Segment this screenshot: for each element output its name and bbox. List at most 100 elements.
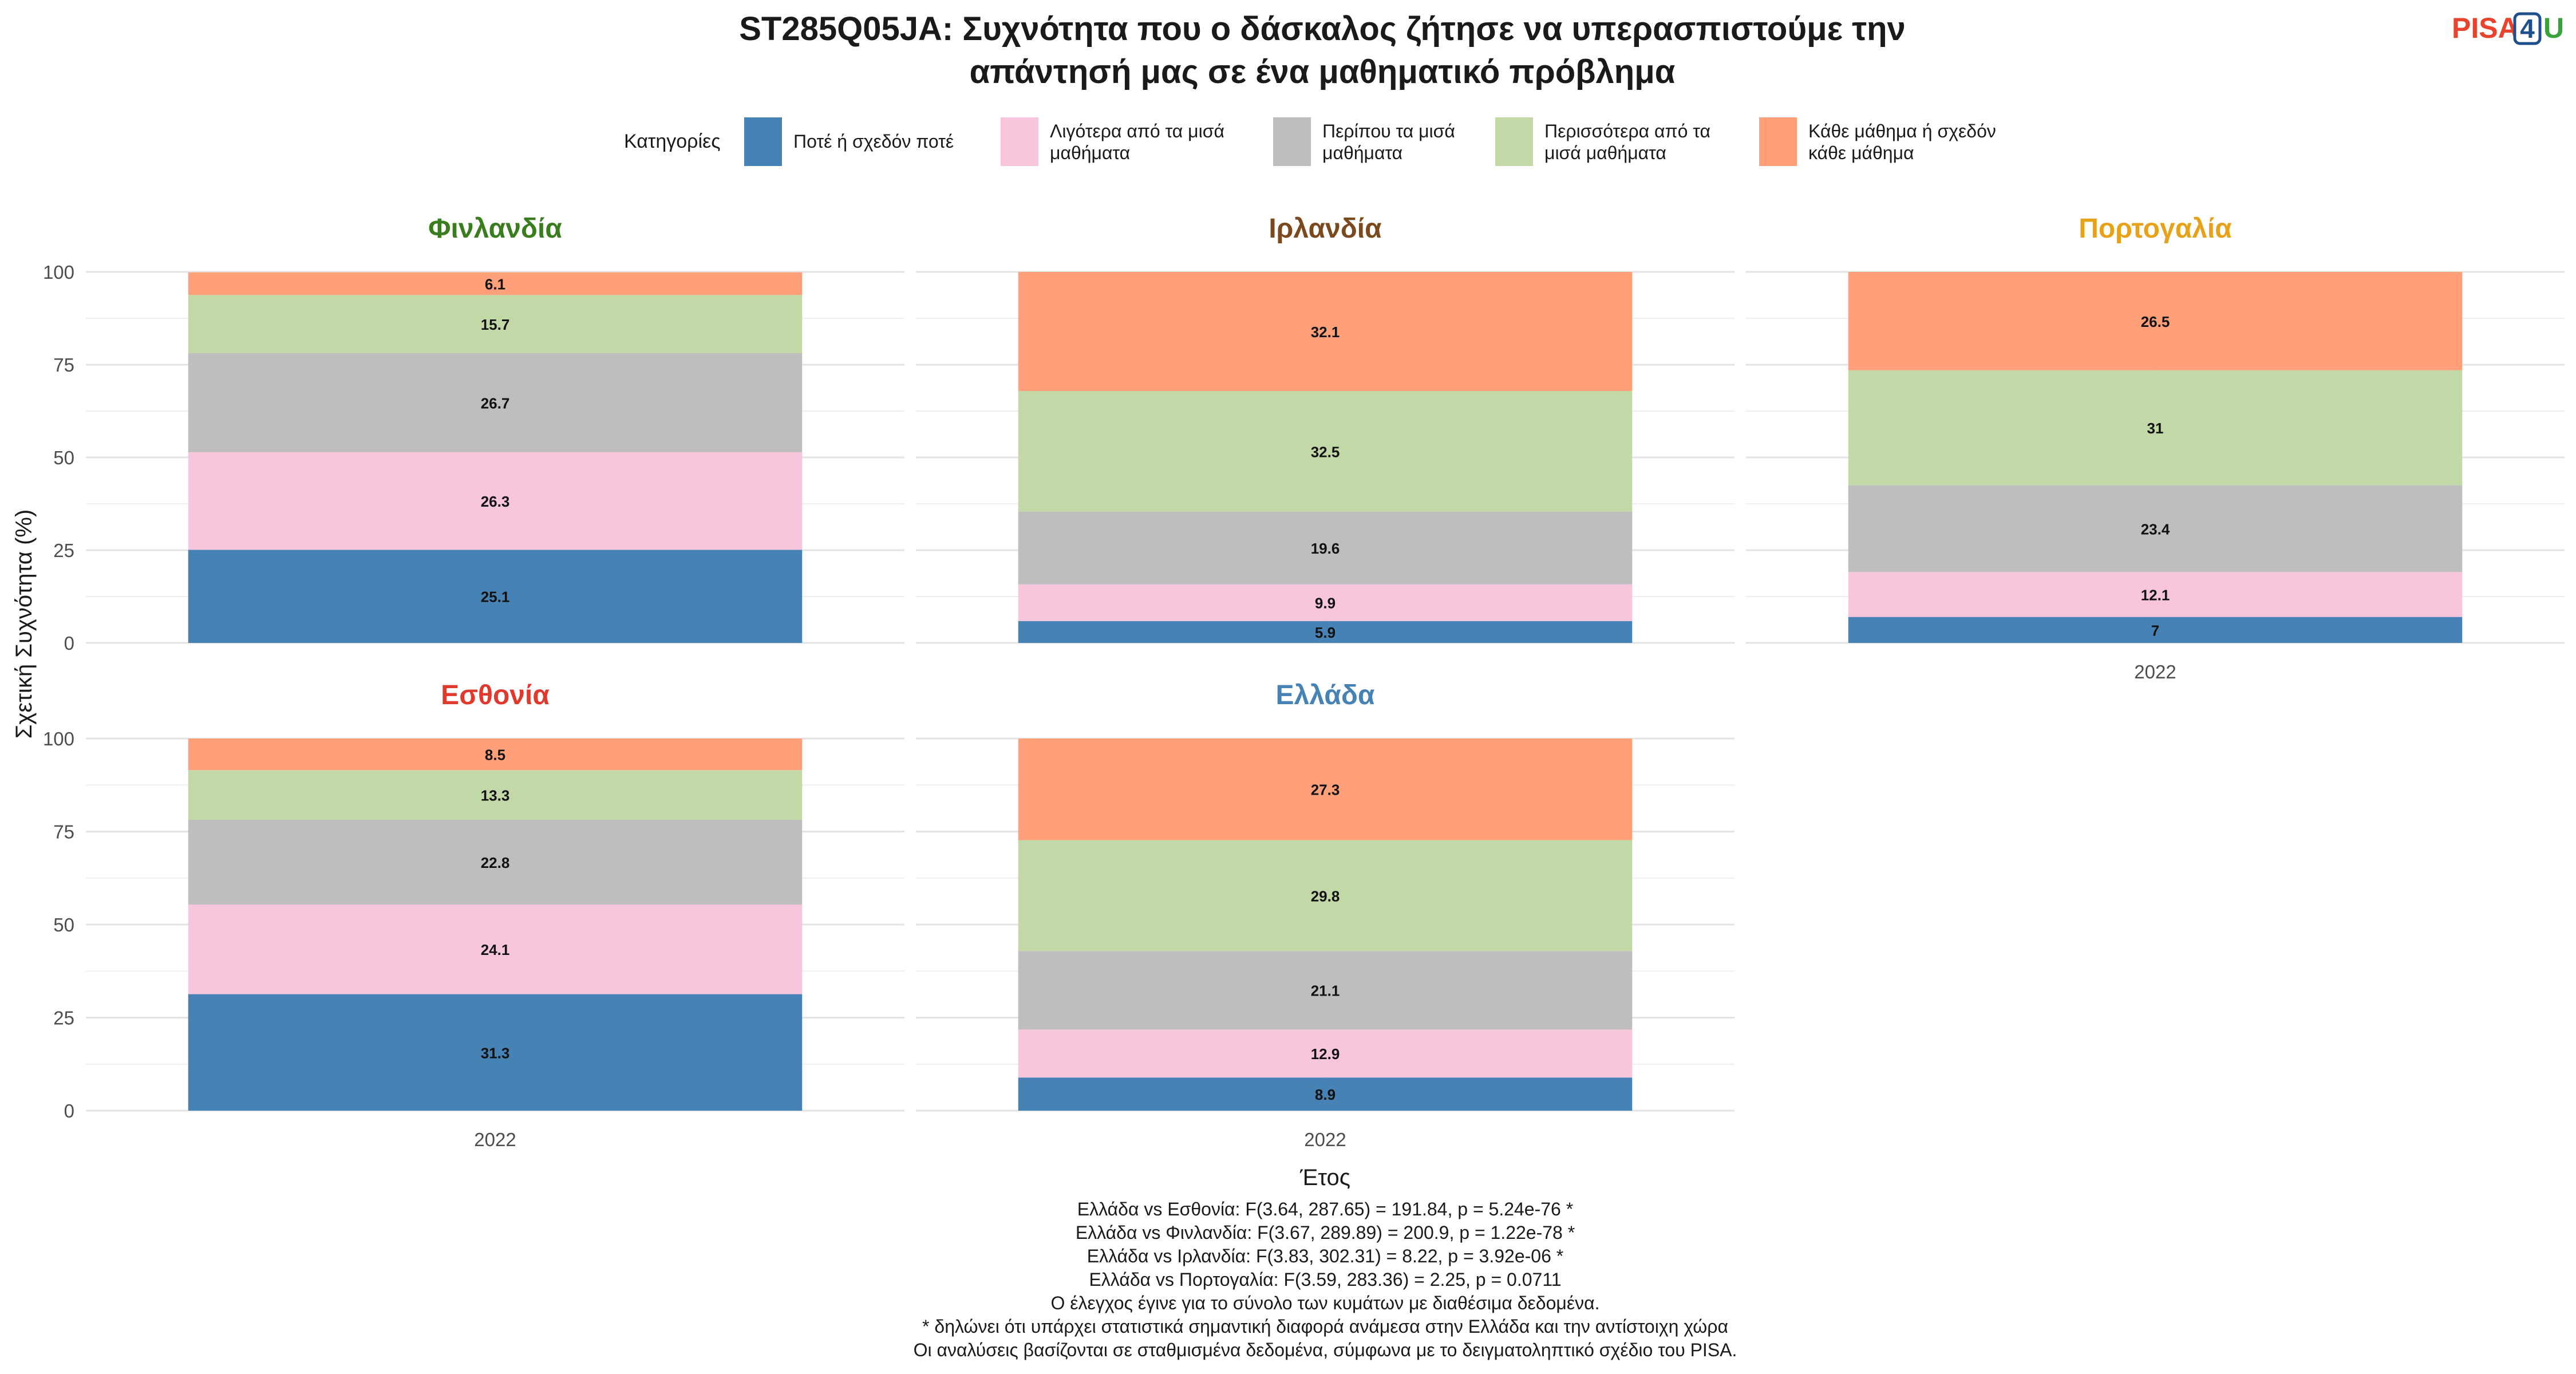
- legend-label-2-line-2: μαθήματα: [1050, 143, 1130, 163]
- bar-value-label: 6.1: [485, 275, 505, 293]
- bar-segment-5: [1018, 272, 1633, 392]
- bar-segment-1: [1018, 621, 1633, 643]
- bar-value-label: 27.3: [1311, 781, 1340, 799]
- facet-title: Πορτογαλία: [2079, 214, 2232, 244]
- bar-segment-5: [188, 739, 803, 771]
- bar-value-label: 22.8: [481, 854, 510, 871]
- y-tick-label: 100: [43, 728, 74, 749]
- bar-segment-3: [1848, 485, 2463, 572]
- y-tick-label: 25: [53, 540, 74, 561]
- bar-segment-2: [1018, 1029, 1633, 1078]
- bar-value-label: 5.9: [1315, 624, 1336, 641]
- legend-label-4-line-1: Περισσότερα από τα: [1544, 121, 1710, 141]
- bar-value-label: 19.6: [1311, 540, 1340, 557]
- bar-segment-4: [188, 770, 803, 820]
- bar-value-label: 29.8: [1311, 887, 1340, 905]
- footnote-line-1: Ελλάδα vs Εσθονία: F(3.64, 287.65) = 191…: [1077, 1199, 1573, 1219]
- logo-text-4: 4: [2520, 14, 2535, 44]
- y-axis-title: Σχετική Συχνότητα (%): [11, 510, 37, 739]
- bar-segment-2: [1848, 572, 2463, 617]
- x-tick-label: 2022: [474, 1129, 516, 1150]
- legend-title: Κατηγορίες: [624, 131, 721, 152]
- bar-segment-1: [188, 550, 803, 643]
- legend-label-2-line-1: Λιγότερα από τα μισά: [1050, 121, 1224, 141]
- bar-segment-4: [1018, 391, 1633, 512]
- bar-value-label: 26.5: [2141, 313, 2170, 330]
- facet-panel-1: Φινλανδία 0 25 50 75 100 25.1 26.3 26.7 15.7 6.1: [43, 214, 904, 654]
- bar-value-label: 26.7: [481, 394, 510, 412]
- footnotes: Ελλάδα vs Εσθονία: F(3.64, 287.65) = 191…: [914, 1199, 1737, 1360]
- bar-value-label: 32.5: [1311, 443, 1340, 460]
- bar-value-label: 9.9: [1315, 595, 1336, 612]
- facet-panel-4: Εσθονία 0 25 50 75 100 31.3 24.1 22.8 13.3 8.5 2022: [43, 680, 904, 1150]
- legend-label-1: Ποτέ ή σχεδόν ποτέ: [793, 131, 954, 152]
- bar-segment-5: [1018, 739, 1633, 840]
- bar-value-label: 31: [2147, 420, 2164, 437]
- bar-segment-3: [188, 353, 803, 452]
- bar-value-label: 23.4: [2141, 520, 2170, 538]
- legend-label-3-line-2: μαθήματα: [1322, 143, 1402, 163]
- facet-panel-3: Πορτογαλία 7 12.1 23.4 31 26.5 2022: [1746, 214, 2565, 682]
- legend-label-4-line-2: μισά μαθήματα: [1544, 143, 1666, 163]
- bar-segment-3: [188, 819, 803, 905]
- footnote-line-4: Ελλάδα vs Πορτογαλία: F(3.59, 283.36) = …: [1089, 1269, 1561, 1290]
- bar-segment-2: [1018, 584, 1633, 621]
- bar-value-label: 12.1: [2141, 586, 2170, 603]
- legend-swatch-2: [1001, 117, 1038, 166]
- bar-value-label: 31.3: [481, 1044, 510, 1061]
- logo-text-u: U: [2543, 12, 2564, 44]
- chart-title-line-2: απάντησή μας σε ένα μαθηματικό πρόβλημα: [970, 53, 1676, 90]
- facet-panels: Φινλανδία 0 25 50 75 100 25.1 26.3 26.7 15.7 6.1 Ιρ…: [43, 214, 2565, 1150]
- footnote-line-2: Ελλάδα vs Φινλανδία: F(3.67, 289.89) = 2…: [1076, 1222, 1575, 1243]
- facet-title: Φινλανδία: [428, 214, 562, 244]
- bar-segment-4: [188, 295, 803, 353]
- y-tick-label: 25: [53, 1008, 74, 1029]
- legend-swatch-3: [1273, 117, 1311, 166]
- y-tick-label: 75: [53, 354, 74, 376]
- x-tick-label: 2022: [1304, 1129, 1346, 1150]
- chart-title-line-1: ST285Q05JA: Συχνότητα που ο δάσκαλος ζήτ…: [739, 10, 1906, 48]
- bar-value-label: 7: [2151, 622, 2159, 639]
- y-tick-label: 50: [53, 447, 74, 468]
- logo-text-pisa: PISA: [2452, 12, 2519, 44]
- bar-segment-4: [1018, 840, 1633, 951]
- y-tick-label: 75: [53, 822, 74, 843]
- footnote-line-7: Οι αναλύσεις βασίζονται σε σταθμισμένα δ…: [914, 1340, 1737, 1360]
- x-tick-label: 2022: [2134, 661, 2176, 682]
- legend-label-5-line-1: Κάθε μάθημα ή σχεδόν: [1808, 121, 1996, 141]
- bar-segment-1: [188, 994, 803, 1111]
- legend-swatch-4: [1495, 117, 1533, 166]
- facet-title: Εσθονία: [441, 680, 550, 710]
- facet-panel-2: Ιρλανδία 5.9 9.9 19.6 32.5 32.1: [916, 214, 1735, 644]
- bar-value-label: 26.3: [481, 493, 510, 510]
- bar-value-label: 25.1: [481, 589, 510, 606]
- y-tick-label: 100: [43, 262, 74, 283]
- x-axis-title: Έτος: [1299, 1165, 1350, 1190]
- bar-value-label: 12.9: [1311, 1045, 1340, 1063]
- bar-value-label: 24.1: [481, 941, 510, 958]
- facet-title: Ιρλανδία: [1269, 214, 1382, 244]
- footnote-line-5: Ο έλεγχος έγινε για το σύνολο των κυμάτω…: [1050, 1293, 1599, 1313]
- bar-segment-1: [1018, 1077, 1633, 1111]
- bar-segment-3: [1018, 511, 1633, 585]
- bar-value-label: 8.5: [485, 747, 505, 764]
- legend-label-3-line-1: Περίπου τα μισά: [1322, 121, 1455, 141]
- legend-swatch-5: [1759, 117, 1797, 166]
- logo-number-box: [2513, 12, 2542, 45]
- y-tick-label: 0: [64, 633, 74, 654]
- footnote-line-3: Ελλάδα vs Ιρλανδία: F(3.83, 302.31) = 8.…: [1087, 1246, 1563, 1266]
- legend: Κατηγορίες Ποτέ ή σχεδόν ποτέ Λιγότερα απ…: [624, 117, 1996, 166]
- legend-label-5-line-2: κάθε μάθημα: [1808, 143, 1914, 163]
- bar-segment-5: [188, 272, 803, 295]
- y-tick-label: 0: [64, 1100, 74, 1122]
- facet-panel-5: Ελλάδα 8.9 12.9 21.1 29.8 27.3 2022: [916, 680, 1735, 1150]
- bar-value-label: 8.9: [1315, 1086, 1336, 1103]
- pisa4u-logo: PISA 4 U: [2452, 12, 2564, 45]
- bar-value-label: 15.7: [481, 316, 510, 333]
- bar-segment-4: [1848, 370, 2463, 485]
- bar-segment-2: [188, 904, 803, 994]
- bar-segment-1: [1848, 617, 2463, 643]
- facet-title: Ελλάδα: [1276, 680, 1375, 710]
